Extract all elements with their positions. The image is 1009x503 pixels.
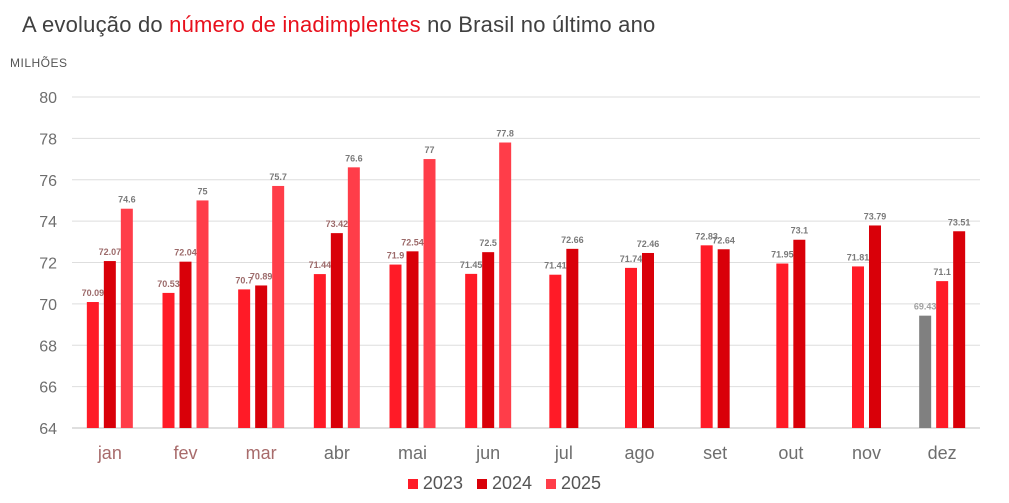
legend-item-2023: 2023 bbox=[407, 473, 463, 494]
bar-nov-2023 bbox=[852, 266, 864, 428]
bar-set-2023 bbox=[700, 245, 713, 428]
bar-jul-2024-label: 72.66 bbox=[561, 235, 584, 245]
bar-fev-2024 bbox=[179, 261, 192, 428]
y-tick-label-66: 66 bbox=[39, 380, 57, 397]
y-tick-label-70: 70 bbox=[39, 297, 57, 314]
title-suffix: no Brasil no último ano bbox=[420, 12, 656, 37]
bar-jan-2025-label: 74.6 bbox=[118, 195, 136, 205]
bar-ago-2024-label: 72.46 bbox=[637, 239, 660, 249]
y-tick-label-80: 80 bbox=[39, 90, 57, 107]
x-tick-label-set: set bbox=[703, 443, 727, 463]
bar-mar-2023 bbox=[238, 289, 251, 428]
legend-swatch-2024 bbox=[476, 478, 487, 489]
bar-out-2023 bbox=[776, 263, 789, 428]
legend-item-2025: 2025 bbox=[546, 473, 601, 494]
bar-mar-2024-label: 70.89 bbox=[250, 271, 273, 281]
x-tick-label-jan: jan bbox=[97, 443, 122, 463]
y-axis-unit-label: MILHÕES bbox=[10, 56, 68, 70]
bar-dez-extra bbox=[919, 315, 932, 428]
bar-mar-2025 bbox=[272, 185, 285, 428]
bar-ago-2023-label: 71.74 bbox=[620, 254, 643, 264]
bar-mai-2024 bbox=[406, 251, 419, 428]
title-prefix: A evolução do bbox=[22, 12, 170, 37]
bar-abr-2024 bbox=[330, 233, 343, 428]
bar-jan-2024-label: 72.07 bbox=[99, 247, 122, 257]
bar-abr-2023 bbox=[313, 274, 326, 428]
x-tick-label-nov: nov bbox=[852, 443, 881, 463]
bar-fev-2023 bbox=[162, 292, 175, 428]
y-tick-label-64: 64 bbox=[39, 421, 57, 438]
bar-jun-2024 bbox=[482, 252, 495, 428]
bar-dez-2024 bbox=[953, 231, 966, 428]
bar-ago-2024 bbox=[642, 252, 654, 428]
bar-mai-2025 bbox=[423, 159, 436, 428]
bar-jul-2023-label: 71.41 bbox=[544, 261, 567, 271]
y-tick-label-68: 68 bbox=[39, 338, 57, 355]
bar-fev-2025 bbox=[196, 200, 209, 428]
chart-title: A evolução do número de inadimplentes no… bbox=[22, 12, 656, 38]
bar-abr-2024-label: 73.42 bbox=[326, 219, 349, 229]
bar-fev-2023-label: 70.53 bbox=[157, 279, 180, 289]
bar-dez-extra-label: 69.43 bbox=[914, 302, 937, 312]
legend: 2023 2024 2025 bbox=[0, 473, 1009, 494]
legend-label-2024: 2024 bbox=[491, 473, 533, 493]
bar-dez-2023-label: 71.1 bbox=[933, 267, 951, 277]
y-tick-label-74: 74 bbox=[39, 214, 57, 231]
bar-abr-2025-label: 76.6 bbox=[345, 153, 363, 163]
legend-swatch-2025 bbox=[546, 478, 557, 489]
bar-dez-2023 bbox=[936, 281, 949, 428]
x-tick-label-mar: mar bbox=[246, 443, 277, 463]
bar-nov-2024-label: 73.79 bbox=[864, 211, 887, 221]
title-highlight: número de inadimplentes bbox=[169, 12, 421, 37]
y-tick-label-78: 78 bbox=[39, 131, 57, 148]
x-tick-label-dez: dez bbox=[928, 443, 957, 463]
y-tick-label-76: 76 bbox=[39, 173, 57, 190]
bar-jun-2023-label: 71.45 bbox=[460, 260, 483, 270]
bar-fev-2024-label: 72.04 bbox=[174, 248, 197, 258]
bar-abr-2025 bbox=[347, 167, 360, 428]
bar-set-2024-label: 72.64 bbox=[712, 235, 735, 245]
bar-out-2023-label: 71.95 bbox=[771, 250, 794, 260]
bar-mai-2023-label: 71.9 bbox=[387, 251, 405, 261]
x-tick-label-jul: jul bbox=[554, 443, 573, 463]
bar-jul-2024 bbox=[566, 248, 579, 428]
bar-set-2023-label: 72.83 bbox=[695, 231, 718, 241]
legend-item-2024: 2024 bbox=[476, 473, 533, 494]
bar-jun-2024-label: 72.5 bbox=[479, 238, 497, 248]
bar-mar-2023-label: 70.7 bbox=[235, 275, 253, 285]
x-tick-label-abr: abr bbox=[324, 443, 350, 463]
bar-nov-2024 bbox=[869, 225, 881, 428]
x-tick-label-mai: mai bbox=[398, 443, 427, 463]
bar-out-2024-label: 73.1 bbox=[791, 226, 809, 236]
bar-nov-2023-label: 71.81 bbox=[847, 252, 870, 262]
bar-fev-2025-label: 75 bbox=[197, 186, 207, 196]
legend-label-2023: 2023 bbox=[422, 473, 463, 493]
bar-set-2024 bbox=[717, 249, 730, 428]
x-tick-label-out: out bbox=[778, 443, 803, 463]
legend-swatch-2023 bbox=[407, 478, 418, 489]
y-tick-label-72: 72 bbox=[39, 256, 57, 273]
bar-mai-2025-label: 77 bbox=[424, 145, 434, 155]
bar-mar-2024 bbox=[255, 285, 268, 428]
bar-jan-2023 bbox=[86, 302, 99, 428]
bar-jan-2025 bbox=[120, 208, 133, 428]
bar-abr-2023-label: 71.44 bbox=[309, 260, 332, 270]
x-tick-label-jun: jun bbox=[475, 443, 500, 463]
bar-jul-2023 bbox=[549, 274, 562, 428]
bar-mar-2025-label: 75.7 bbox=[269, 172, 287, 182]
bar-jun-2025 bbox=[499, 142, 512, 428]
bar-jan-2023-label: 70.09 bbox=[82, 288, 105, 298]
bar-mai-2023 bbox=[389, 264, 402, 428]
x-tick-label-ago: ago bbox=[624, 443, 654, 463]
x-tick-label-fev: fev bbox=[173, 443, 197, 463]
legend-label-2025: 2025 bbox=[561, 473, 602, 493]
bar-dez-2024-label: 73.51 bbox=[948, 217, 971, 227]
bar-out-2024 bbox=[793, 239, 806, 428]
bar-mai-2024-label: 72.54 bbox=[401, 237, 424, 247]
bar-jun-2023 bbox=[465, 273, 478, 428]
bar-jan-2024 bbox=[103, 261, 116, 428]
bar-jun-2025-label: 77.8 bbox=[496, 129, 514, 139]
bar-ago-2023 bbox=[625, 267, 637, 428]
